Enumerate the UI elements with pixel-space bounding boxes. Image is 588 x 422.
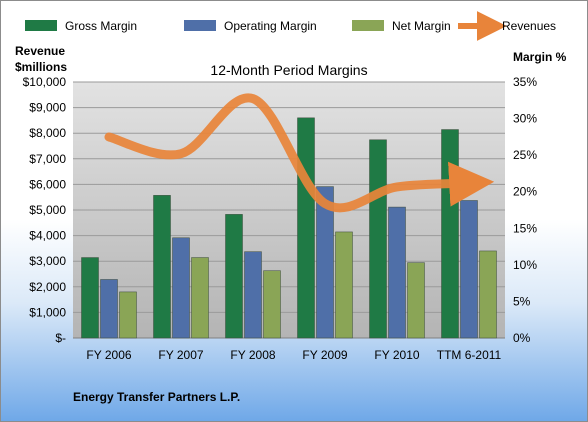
bar (263, 270, 281, 339)
right-tick-label: 5% (513, 294, 531, 308)
bar (119, 291, 137, 339)
legend-swatch (184, 20, 216, 31)
revenue-line (104, 93, 495, 213)
bar (335, 231, 353, 339)
legend-item: Revenues (458, 11, 556, 41)
right-tick-label: 0% (513, 331, 531, 345)
chart-title: 12-Month Period Margins (210, 62, 367, 78)
bar (407, 262, 425, 339)
right-tick-label: 10% (513, 258, 537, 272)
legend-item: Operating Margin (184, 19, 317, 33)
bar (153, 195, 171, 339)
right-tick-label: 20% (513, 185, 537, 199)
bar (479, 250, 497, 339)
bar (388, 206, 406, 339)
x-tick-label: FY 2008 (230, 348, 275, 362)
right-axis: 0% 5% 10% 15% 20% 25% 30% 35% (513, 75, 537, 345)
left-axis-title-line2: $millions (15, 60, 67, 74)
x-tick-label: FY 2006 (86, 348, 131, 362)
left-tick-label: $8,000 (29, 126, 66, 140)
right-tick-label: 35% (513, 75, 537, 89)
bar (81, 257, 99, 339)
legend-label: Operating Margin (224, 19, 317, 33)
left-tick-label: $- (55, 331, 66, 345)
bar (297, 117, 315, 339)
x-tick-label: FY 2010 (374, 348, 419, 362)
legend: Gross Margin Operating Margin Net Margin Re… (25, 11, 556, 41)
x-tick-label: TTM 6-2011 (437, 348, 502, 362)
revenue-line-path (104, 93, 495, 213)
legend-label: Gross Margin (65, 19, 137, 33)
bar (369, 139, 387, 339)
legend-swatch (25, 20, 57, 31)
bar (191, 257, 209, 339)
left-axis: $- $1,000 $2,000 $3,000 $4,000 $5,000 $6,000 $7… (23, 75, 67, 345)
bar (225, 214, 243, 339)
bar (172, 237, 190, 339)
right-tick-label: 30% (513, 112, 537, 126)
right-axis-title: Margin % (513, 50, 567, 64)
gridlines (73, 81, 505, 339)
left-tick-label: $9,000 (29, 101, 66, 115)
bar (316, 186, 334, 339)
bar (441, 129, 459, 339)
bar (244, 251, 262, 339)
right-tick-label: 15% (513, 221, 537, 235)
bar (100, 279, 118, 339)
right-tick-label: 25% (513, 148, 537, 162)
left-tick-label: $1,000 (29, 305, 66, 319)
company-name: Energy Transfer Partners L.P. (73, 390, 240, 404)
legend-item: Net Margin (352, 19, 451, 33)
left-tick-label: $3,000 (29, 254, 66, 268)
left-tick-label: $4,000 (29, 229, 66, 243)
left-tick-label: $5,000 (29, 203, 66, 217)
left-tick-label: $10,000 (23, 75, 67, 89)
legend-label: Revenues (502, 19, 556, 33)
left-tick-label: $7,000 (29, 152, 66, 166)
x-axis: FY 2006 FY 2007 FY 2008 FY 2009 FY 2010 TTM 6… (86, 348, 501, 362)
x-tick-label: FY 2009 (302, 348, 347, 362)
legend-item: Gross Margin (25, 19, 137, 33)
bar (460, 200, 478, 339)
left-axis-title-line1: Revenue (15, 44, 65, 58)
left-tick-label: $2,000 (29, 280, 66, 294)
left-tick-label: $6,000 (29, 177, 66, 191)
x-tick-label: FY 2007 (158, 348, 203, 362)
legend-swatch (352, 20, 384, 31)
legend-label: Net Margin (392, 19, 451, 33)
